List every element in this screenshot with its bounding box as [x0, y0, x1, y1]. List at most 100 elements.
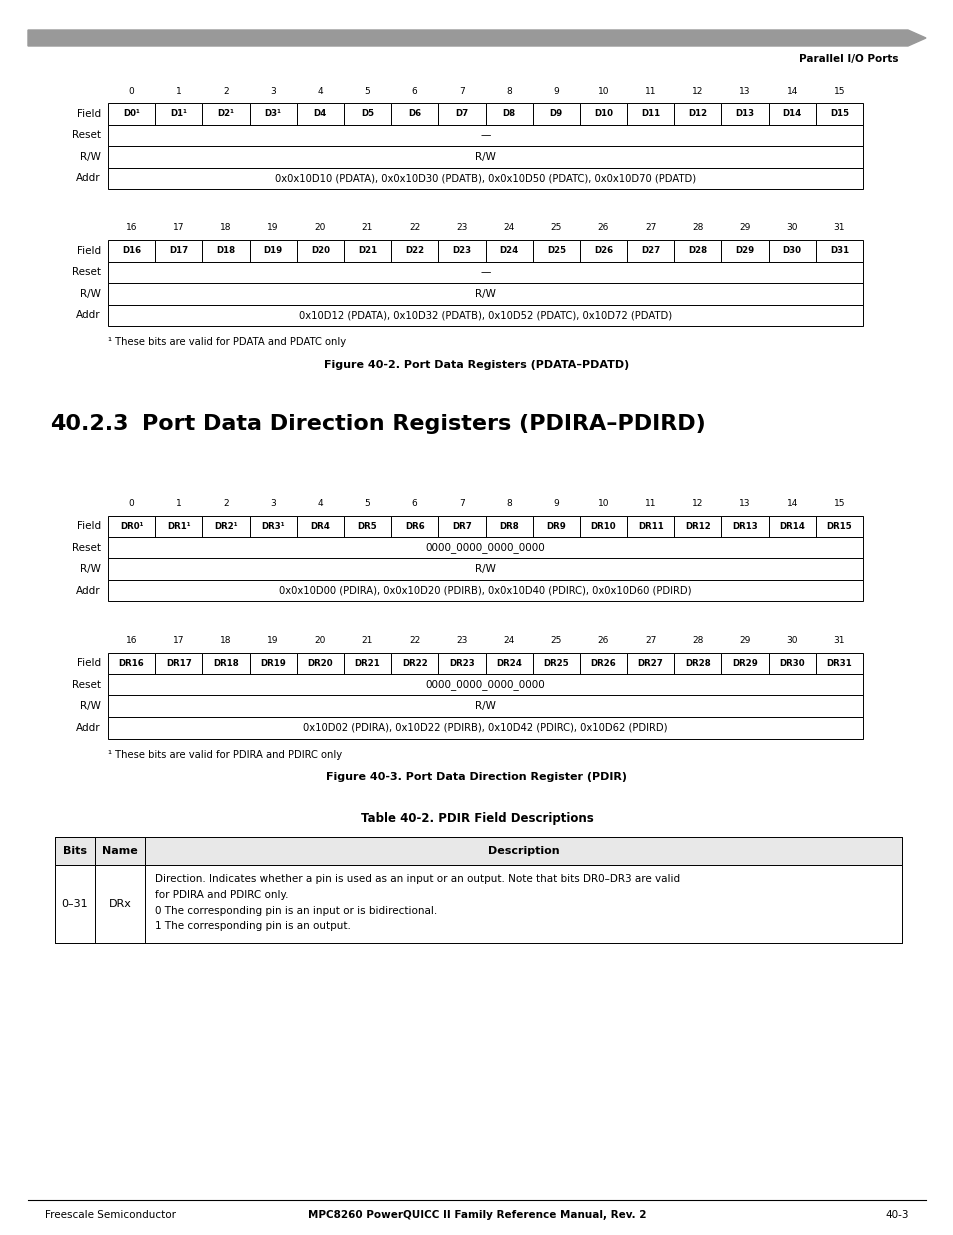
Bar [155, 240, 202, 262]
Text: R/W: R/W [475, 289, 496, 299]
Text: 9: 9 [553, 86, 558, 95]
Polygon shape [28, 30, 925, 46]
Bar [674, 240, 720, 262]
Text: D10: D10 [594, 109, 613, 119]
Text: Port Data Direction Registers (PDIRA–PDIRD): Port Data Direction Registers (PDIRA–PDI… [142, 415, 705, 435]
Text: 1: 1 [175, 86, 181, 95]
Text: R/W: R/W [80, 152, 101, 162]
Bar [626, 652, 674, 674]
Text: Reset: Reset [71, 679, 101, 690]
Bar [579, 240, 626, 262]
Text: Addr: Addr [76, 722, 101, 732]
Text: Addr: Addr [76, 173, 101, 183]
Bar [145, 866, 901, 944]
Text: DR14: DR14 [779, 521, 804, 531]
Text: 3: 3 [270, 86, 275, 95]
Text: 6: 6 [412, 499, 417, 508]
Text: 2: 2 [223, 499, 229, 508]
Bar [108, 537, 862, 558]
Text: D0¹: D0¹ [123, 109, 140, 119]
Text: R/W: R/W [475, 701, 496, 711]
Text: for PDIRA and PDIRC only.: for PDIRA and PDIRC only. [154, 890, 288, 900]
Text: 30: 30 [785, 636, 797, 645]
Text: —: — [479, 130, 490, 141]
Text: R/W: R/W [80, 701, 101, 711]
Text: Figure 40-2. Port Data Registers (PDATA–PDATD): Figure 40-2. Port Data Registers (PDATA–… [324, 359, 629, 369]
Text: D1¹: D1¹ [170, 109, 187, 119]
Bar [55, 866, 901, 944]
Bar [579, 103, 626, 125]
Text: Table 40-2. PDIR Field Descriptions: Table 40-2. PDIR Field Descriptions [360, 813, 593, 825]
Bar [815, 515, 862, 537]
Bar [155, 515, 202, 537]
Text: Bits: Bits [63, 846, 87, 856]
Text: R/W: R/W [475, 564, 496, 574]
Text: 11: 11 [644, 499, 656, 508]
Text: 26: 26 [598, 636, 609, 645]
Text: MPC8260 PowerQUICC II Family Reference Manual, Rev. 2: MPC8260 PowerQUICC II Family Reference M… [308, 1210, 645, 1220]
Bar [108, 262, 862, 283]
Text: 22: 22 [409, 224, 420, 232]
Text: DR21: DR21 [355, 658, 380, 668]
Bar [108, 515, 155, 537]
Text: DR1¹: DR1¹ [167, 521, 191, 531]
Bar [108, 168, 862, 189]
Bar [720, 515, 768, 537]
Text: Reset: Reset [71, 130, 101, 141]
Text: 0: 0 [129, 499, 134, 508]
Text: 1 The corresponding pin is an output.: 1 The corresponding pin is an output. [154, 921, 351, 931]
Text: Description: Description [487, 846, 558, 856]
Text: 24: 24 [503, 636, 515, 645]
Bar [437, 103, 485, 125]
Text: 4: 4 [317, 86, 323, 95]
Text: D8: D8 [502, 109, 516, 119]
Text: DR20: DR20 [307, 658, 333, 668]
Bar [720, 103, 768, 125]
Bar [674, 652, 720, 674]
Text: DR29: DR29 [731, 658, 757, 668]
Bar [674, 103, 720, 125]
Text: 10: 10 [598, 499, 609, 508]
Text: 11: 11 [644, 86, 656, 95]
Bar [95, 866, 145, 944]
Bar [108, 103, 155, 125]
Text: DR22: DR22 [401, 658, 427, 668]
Bar [532, 515, 579, 537]
Text: 2: 2 [223, 86, 229, 95]
Bar [720, 240, 768, 262]
Text: Field: Field [77, 521, 101, 531]
Text: 0: 0 [129, 86, 134, 95]
Text: 40.2.3: 40.2.3 [50, 415, 129, 435]
Bar [344, 652, 391, 674]
Text: D13: D13 [735, 109, 754, 119]
Bar [626, 515, 674, 537]
Bar [485, 240, 532, 262]
Text: DR18: DR18 [213, 658, 238, 668]
Text: 29: 29 [739, 636, 750, 645]
Bar [815, 103, 862, 125]
Text: DR26: DR26 [590, 658, 616, 668]
Text: Reset: Reset [71, 542, 101, 553]
Text: 17: 17 [172, 636, 184, 645]
Text: DR30: DR30 [779, 658, 804, 668]
Text: 7: 7 [458, 499, 464, 508]
Text: 14: 14 [785, 86, 797, 95]
Text: 0x10D02 (PDIRA), 0x10D22 (PDIRB), 0x10D42 (PDIRC), 0x10D62 (PDIRD): 0x10D02 (PDIRA), 0x10D22 (PDIRB), 0x10D4… [303, 722, 667, 732]
Text: Name: Name [102, 846, 138, 856]
Bar [250, 652, 296, 674]
Bar [55, 837, 95, 866]
Text: 28: 28 [692, 636, 702, 645]
Text: R/W: R/W [475, 152, 496, 162]
Text: D21: D21 [357, 246, 376, 256]
Text: 9: 9 [553, 499, 558, 508]
Text: D18: D18 [216, 246, 235, 256]
Text: D5: D5 [360, 109, 374, 119]
Text: DR13: DR13 [731, 521, 757, 531]
Text: D15: D15 [829, 109, 848, 119]
Text: DR27: DR27 [637, 658, 663, 668]
Text: 20: 20 [314, 636, 326, 645]
Text: DR15: DR15 [825, 521, 851, 531]
Text: R/W: R/W [80, 289, 101, 299]
Text: 31: 31 [833, 636, 844, 645]
Text: D24: D24 [499, 246, 518, 256]
